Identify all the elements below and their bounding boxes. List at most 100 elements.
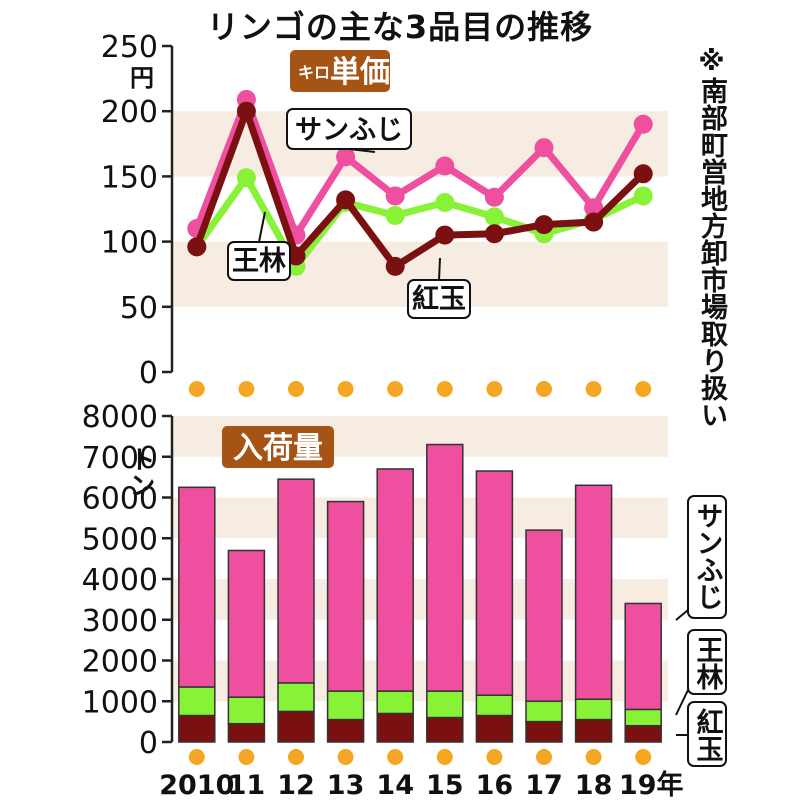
y-tick-label: 200 (101, 95, 158, 130)
bar-segment (277, 478, 315, 684)
bar-segment (525, 720, 563, 743)
data-point (385, 186, 405, 206)
label-ourin-leader (258, 211, 266, 243)
label-sanfuji-box (286, 108, 412, 150)
y-tick-label: 4000 (82, 563, 158, 598)
bar-label-sanfuji-leader (675, 609, 689, 621)
label-kougyoku-leader (438, 257, 441, 281)
bar-segment (426, 716, 464, 743)
bar-segment (376, 690, 414, 715)
bar-segment (624, 602, 662, 711)
separator-dot (188, 381, 205, 397)
bar-segment (326, 718, 365, 743)
x-tick-label: 18 (575, 770, 613, 800)
data-point (435, 192, 455, 212)
x-tick-label: 2010 (159, 770, 234, 800)
y-tick-label: 2000 (82, 645, 158, 680)
price-badge-prefix: キロ (298, 63, 330, 82)
bar-segment (178, 714, 216, 743)
x-tick-label: 19年 (619, 769, 684, 800)
label-ourin-text: 王林 (232, 246, 286, 277)
data-point (385, 206, 405, 226)
price-badge-label: キロ単価 (298, 55, 390, 90)
y-axis-unit: 円 (130, 64, 154, 92)
y-tick-label: 8000 (82, 400, 158, 435)
separator-dot (288, 749, 304, 765)
x-tick-label: 17 (525, 770, 563, 800)
bar-segment (426, 690, 464, 719)
separator-dot (337, 749, 354, 765)
bar-segment (227, 722, 266, 743)
bar-segment (525, 529, 563, 702)
volume-badge-box (222, 426, 334, 468)
y-tick-label: 100 (101, 226, 158, 261)
separator-dot (387, 381, 404, 397)
bar-segment (475, 714, 514, 743)
x-tick-label: 11 (228, 770, 266, 800)
data-point (633, 114, 653, 134)
label-sanfuji-text: サンふじ (295, 115, 403, 146)
bar-segment (178, 486, 216, 688)
x-tick-label: 16 (476, 770, 514, 800)
separator-dot (536, 749, 552, 765)
separator-dot (536, 381, 552, 397)
bar-segment (525, 700, 563, 723)
series-line-2 (193, 107, 646, 270)
y-tick-label: 5000 (82, 522, 158, 557)
separator-dot (188, 749, 205, 765)
separator-dot (635, 749, 652, 765)
data-point (584, 212, 604, 232)
data-point (187, 237, 207, 257)
data-point (534, 215, 554, 235)
bar-segment (326, 500, 365, 692)
bar-segment (475, 694, 514, 717)
x-tick-label: 15 (426, 770, 464, 800)
bar-segment (574, 484, 613, 700)
data-point (385, 256, 405, 276)
data-point (484, 187, 504, 207)
bar-label-sanfuji-box (687, 495, 727, 619)
y-tick-label: 3000 (82, 604, 158, 639)
bar-label-ourin-leader (675, 689, 689, 716)
label-ourin-box (227, 241, 291, 281)
bar-label-ourin-box (687, 629, 727, 695)
y-tick-label: 7000 (82, 441, 158, 476)
bar-segment (277, 710, 315, 743)
separator-dot (486, 749, 503, 765)
bar-segment (227, 696, 266, 725)
bar-segment (376, 712, 414, 743)
bar-segment (475, 470, 514, 696)
data-point (336, 147, 356, 167)
bar-segment (624, 724, 662, 743)
price-badge-box (290, 50, 390, 92)
separator-dot (635, 381, 652, 397)
bar-segment (326, 690, 365, 721)
y-tick-label: 150 (101, 160, 158, 195)
series-line-0 (193, 96, 647, 239)
separator-dot (387, 749, 404, 765)
separator-dot (238, 381, 255, 397)
x-tick-label: 12 (277, 770, 315, 800)
y-axis-unit: トン (125, 446, 155, 498)
data-point (484, 207, 504, 227)
data-point (435, 156, 455, 176)
data-point (633, 186, 653, 206)
data-point (236, 101, 256, 121)
data-point (584, 198, 604, 218)
data-point (236, 168, 256, 188)
y-tick-label: 50 (120, 291, 158, 326)
separator-dot (585, 749, 602, 765)
separator-dot (337, 381, 354, 397)
data-point (286, 246, 306, 266)
separator-dot (486, 381, 503, 397)
bar-segment (426, 443, 464, 692)
data-point (435, 225, 455, 245)
source-note: ※南部町営地方卸市場取り扱い (696, 46, 727, 428)
label-kougyoku-box (407, 279, 471, 319)
data-point (336, 190, 356, 210)
bar-segment (574, 698, 613, 721)
chart-title: リンゴの主な3品目の推移 (206, 8, 594, 46)
bar-segment (178, 686, 216, 717)
bar-label-ourin-text: 王林 (692, 636, 724, 690)
